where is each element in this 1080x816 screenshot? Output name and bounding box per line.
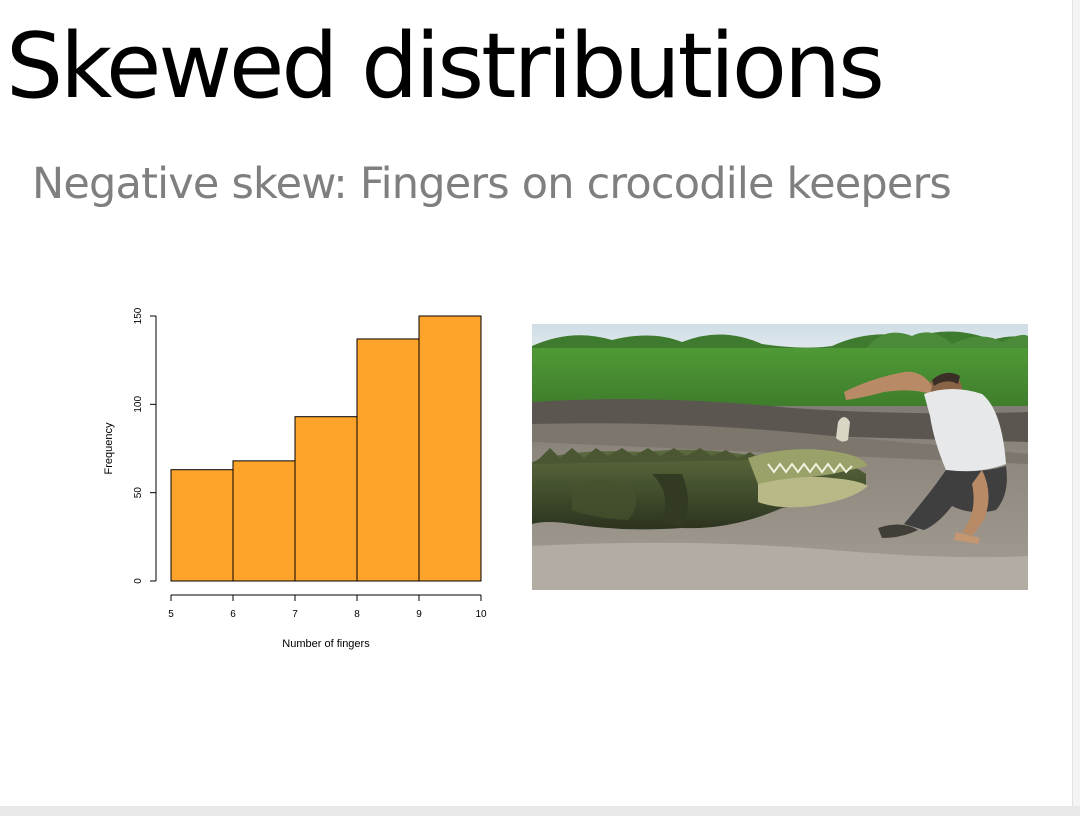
x-tick-label: 5 xyxy=(168,609,174,620)
y-tick-label: 0 xyxy=(133,578,144,584)
y-tick-label: 100 xyxy=(133,396,144,413)
window-edge xyxy=(1073,0,1080,806)
y-axis: 0 50 100 150 xyxy=(133,307,157,584)
crocodile-keeper-image xyxy=(532,324,1028,590)
x-tick-label: 6 xyxy=(230,609,236,620)
y-tick-label: 50 xyxy=(133,487,144,499)
histogram-bar xyxy=(232,460,296,582)
x-tick-label: 8 xyxy=(354,609,360,620)
x-tick-label: 10 xyxy=(475,609,487,620)
histogram-chart: 0 50 100 150 5 6 7 8 9 10 Number of fingers Freq… xyxy=(103,307,487,650)
slide-title: Skewed distributions xyxy=(6,14,885,119)
histogram-bar xyxy=(170,469,234,582)
histogram-bar xyxy=(294,416,358,582)
x-tick-label: 9 xyxy=(416,609,422,620)
y-tick-label: 150 xyxy=(133,307,144,324)
bottom-scrollbar-track xyxy=(0,806,1080,816)
x-axis-label: Number of fingers xyxy=(282,638,370,650)
x-axis: 5 6 7 8 9 10 xyxy=(168,594,487,620)
slide-subtitle: Negative skew: Fingers on crocodile keep… xyxy=(32,159,952,209)
histogram-bar xyxy=(418,315,482,582)
crocodile-photo xyxy=(532,324,1028,590)
bars-group xyxy=(170,315,482,582)
y-axis-label: Frequency xyxy=(103,422,115,474)
histogram-bar xyxy=(356,338,420,582)
x-tick-label: 7 xyxy=(292,609,298,620)
